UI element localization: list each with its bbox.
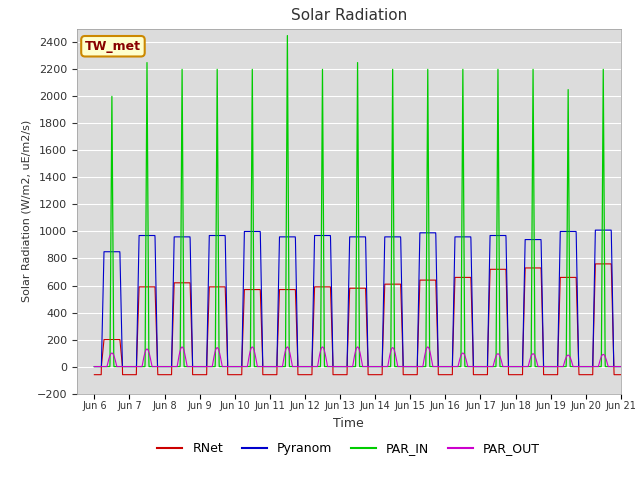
RNet xyxy=(90,372,98,378)
Legend: RNet, Pyranom, PAR_IN, PAR_OUT: RNet, Pyranom, PAR_IN, PAR_OUT xyxy=(152,437,545,460)
PAR_IN xyxy=(616,364,624,370)
PAR_OUT xyxy=(237,364,245,370)
PAR_OUT xyxy=(617,364,625,370)
PAR_OUT xyxy=(179,344,186,350)
RNet xyxy=(591,261,599,267)
Line: PAR_OUT: PAR_OUT xyxy=(94,347,621,367)
PAR_IN xyxy=(90,364,98,370)
PAR_OUT xyxy=(409,364,417,370)
RNet xyxy=(409,372,417,378)
RNet xyxy=(418,277,426,283)
Pyranom xyxy=(409,364,417,370)
Text: TW_met: TW_met xyxy=(85,40,141,53)
Pyranom xyxy=(90,364,98,370)
X-axis label: Time: Time xyxy=(333,417,364,430)
Y-axis label: Solar Radiation (W/m2, uE/m2/s): Solar Radiation (W/m2, uE/m2/s) xyxy=(21,120,31,302)
PAR_IN xyxy=(284,33,291,38)
Pyranom xyxy=(237,364,245,370)
PAR_IN xyxy=(418,364,426,370)
RNet xyxy=(567,275,575,280)
PAR_IN xyxy=(617,364,625,370)
Pyranom xyxy=(418,230,426,236)
Line: Pyranom: Pyranom xyxy=(94,230,621,367)
PAR_OUT xyxy=(418,364,426,370)
Pyranom xyxy=(591,227,599,233)
PAR_OUT xyxy=(90,364,98,370)
Pyranom xyxy=(616,364,624,370)
RNet xyxy=(204,350,211,356)
PAR_OUT xyxy=(616,364,624,370)
PAR_OUT xyxy=(567,356,575,362)
RNet xyxy=(616,372,624,378)
PAR_IN xyxy=(567,364,575,370)
Pyranom xyxy=(617,364,625,370)
Title: Solar Radiation: Solar Radiation xyxy=(291,9,407,24)
Pyranom xyxy=(567,228,575,234)
RNet xyxy=(237,372,245,378)
PAR_IN xyxy=(204,364,211,370)
PAR_IN xyxy=(237,364,245,370)
Line: PAR_IN: PAR_IN xyxy=(94,36,621,367)
PAR_IN xyxy=(409,364,417,370)
Line: RNet: RNet xyxy=(94,264,621,375)
RNet xyxy=(617,372,625,378)
PAR_OUT xyxy=(204,364,211,370)
Pyranom xyxy=(204,341,211,347)
